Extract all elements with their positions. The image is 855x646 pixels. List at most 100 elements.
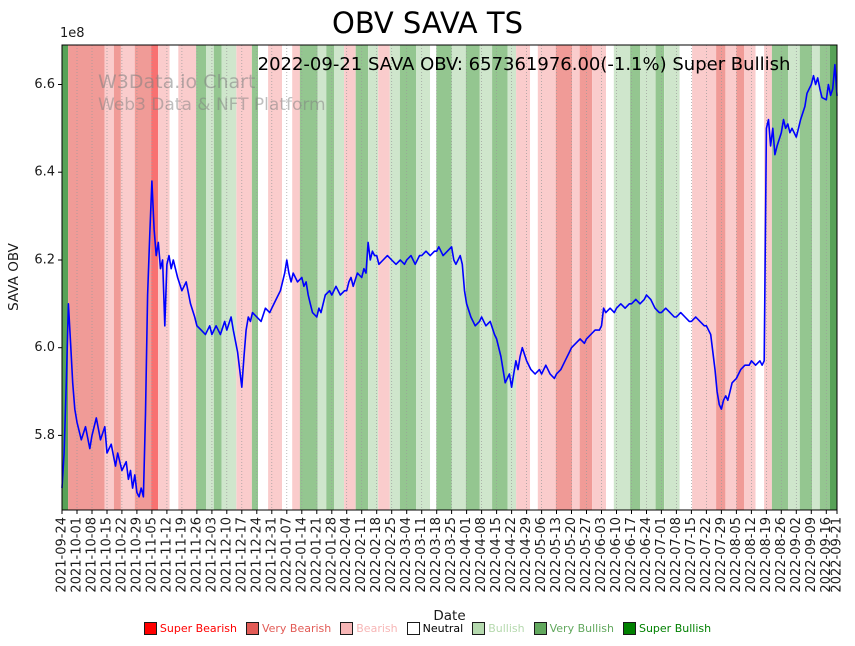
sentiment-band-bullish	[389, 45, 400, 510]
x-tick-label: 2022-01-21	[309, 517, 324, 593]
sentiment-band-very_bullish	[251, 45, 259, 510]
sentiment-band-neutral	[530, 45, 538, 510]
sentiment-band-bullish	[788, 45, 800, 510]
legend-swatch-icon	[533, 622, 547, 635]
watermark-line1: W3Data.io Chart	[98, 71, 256, 93]
x-tick-label: 2022-08-26	[774, 517, 789, 593]
x-tick-label: 2022-03-11	[414, 517, 429, 593]
x-tick-label: 2021-10-08	[85, 517, 100, 593]
sentiment-band-very_bearish	[134, 45, 152, 510]
x-tick-label: 2021-12-31	[264, 517, 279, 593]
x-tick-label: 2022-09-02	[789, 517, 804, 593]
legend-swatch-icon	[406, 622, 420, 635]
legend-item: Super Bearish	[143, 622, 237, 635]
sentiment-band-very_bullish	[492, 45, 508, 510]
sentiment-band-very_bearish	[579, 45, 593, 510]
legend-swatch-icon	[143, 622, 157, 635]
x-tick-label: 2021-11-05	[144, 517, 159, 593]
sentiment-band-bearish	[378, 45, 390, 510]
sentiment-band-bullish	[507, 45, 517, 510]
x-tick-label: 2021-10-22	[114, 517, 129, 593]
sentiment-band-bearish	[120, 45, 135, 510]
sentiment-legend: Super Bearish Very Bearish Bearish Neutral B…	[0, 622, 855, 635]
legend-item: Super Bullish	[622, 622, 712, 635]
sentiment-band-bullish	[416, 45, 431, 510]
x-tick-label: 2022-09-09	[804, 517, 819, 593]
sentiment-band-bullish	[317, 45, 327, 510]
sentiment-band-neutral	[679, 45, 693, 510]
sentiment-band-very_bullish	[326, 45, 334, 510]
x-tick-label: 2021-11-26	[189, 517, 204, 593]
legend-label: Very Bearish	[261, 622, 332, 635]
x-tick-label: 2021-12-03	[204, 517, 219, 593]
chart-annotation: 2022-09-21 SAVA OBV: 657361976.00(-1.1%)…	[257, 54, 791, 75]
y-tick-label: 6.4	[34, 165, 55, 180]
sentiment-band-bearish	[725, 45, 737, 510]
x-tick-label: 2022-07-15	[684, 517, 699, 593]
x-tick-label: 2022-07-01	[654, 517, 669, 593]
legend-swatch-icon	[622, 622, 636, 635]
x-tick-label: 2021-11-12	[159, 517, 174, 593]
sentiment-band-very_bearish	[736, 45, 745, 510]
legend-label: Neutral	[422, 622, 464, 635]
x-tick-label: 2022-01-07	[279, 517, 294, 593]
sentiment-band-very_bullish	[819, 45, 830, 510]
obv-line	[61, 63, 838, 498]
legend-item: Very Bearish	[245, 622, 332, 635]
x-tick-label: 2022-01-14	[294, 517, 309, 593]
sentiment-band-bullish	[812, 45, 820, 510]
x-tick-label: 2022-03-25	[444, 517, 459, 593]
sentiment-band-bearish	[692, 45, 717, 510]
x-tick-label: 2022-06-24	[639, 517, 654, 593]
x-tick-label: 2022-05-20	[564, 517, 579, 593]
x-tick-label: 2022-04-22	[504, 517, 519, 593]
x-tick-label: 2022-02-04	[339, 517, 354, 593]
x-tick-label: 2022-06-10	[609, 517, 624, 593]
sentiment-band-very_bullish	[630, 45, 641, 510]
sentiment-band-very_bullish	[196, 45, 207, 510]
legend-label: Super Bearish	[159, 622, 237, 635]
legend-item: Bearish	[340, 622, 398, 635]
x-tick-label: 2022-09-21	[830, 517, 845, 593]
x-tick-label: 2022-08-12	[744, 517, 759, 593]
x-tick-label: 2021-12-24	[249, 517, 264, 593]
x-tick-label: 2022-05-27	[579, 517, 594, 593]
y-axis-label: SAVA OBV	[6, 243, 22, 311]
sentiment-band-super_bearish	[151, 45, 159, 510]
sentiment-band-bearish	[764, 45, 772, 510]
sentiment-band-neutral	[755, 45, 765, 510]
sentiment-band-neutral	[169, 45, 179, 510]
x-tick-label: 2022-01-28	[324, 517, 339, 593]
sentiment-band-neutral	[606, 45, 614, 510]
sentiment-band-bearish	[592, 45, 606, 510]
legend-swatch-icon	[472, 622, 486, 635]
sentiment-band-bullish	[334, 45, 345, 510]
sentiment-band-bearish	[344, 45, 356, 510]
sentiment-band-bullish	[368, 45, 379, 510]
x-tick-label: 2022-09-16	[819, 517, 834, 593]
chart-title: OBV SAVA TS	[332, 6, 523, 40]
x-tick-label: 2022-05-13	[549, 517, 564, 593]
sentiment-band-very_bullish	[436, 45, 452, 510]
x-tick-label: 2021-10-01	[70, 517, 85, 593]
x-tick-label: 2022-08-05	[729, 517, 744, 593]
sentiment-band-bullish	[640, 45, 656, 510]
x-tick-label: 2022-02-25	[384, 517, 399, 593]
legend-swatch-icon	[340, 622, 354, 635]
sentiment-band-very_bearish	[113, 45, 121, 510]
legend-label: Super Bullish	[638, 622, 712, 635]
legend-label: Bullish	[488, 622, 525, 635]
x-tick-label: 2022-03-18	[429, 517, 444, 593]
sentiment-band-very_bullish	[399, 45, 417, 510]
sentiment-band-bearish	[178, 45, 197, 510]
sentiment-band-super_bullish	[62, 45, 69, 510]
sentiment-band-very_bullish	[771, 45, 789, 510]
x-tick-label: 2022-07-22	[699, 517, 714, 593]
sentiment-band-very_bullish	[655, 45, 665, 510]
x-tick-label: 2022-02-11	[354, 517, 369, 593]
sentiment-band-neutral	[430, 45, 437, 510]
legend-swatch-icon	[245, 622, 259, 635]
x-tick-label: 2021-12-10	[219, 517, 234, 593]
